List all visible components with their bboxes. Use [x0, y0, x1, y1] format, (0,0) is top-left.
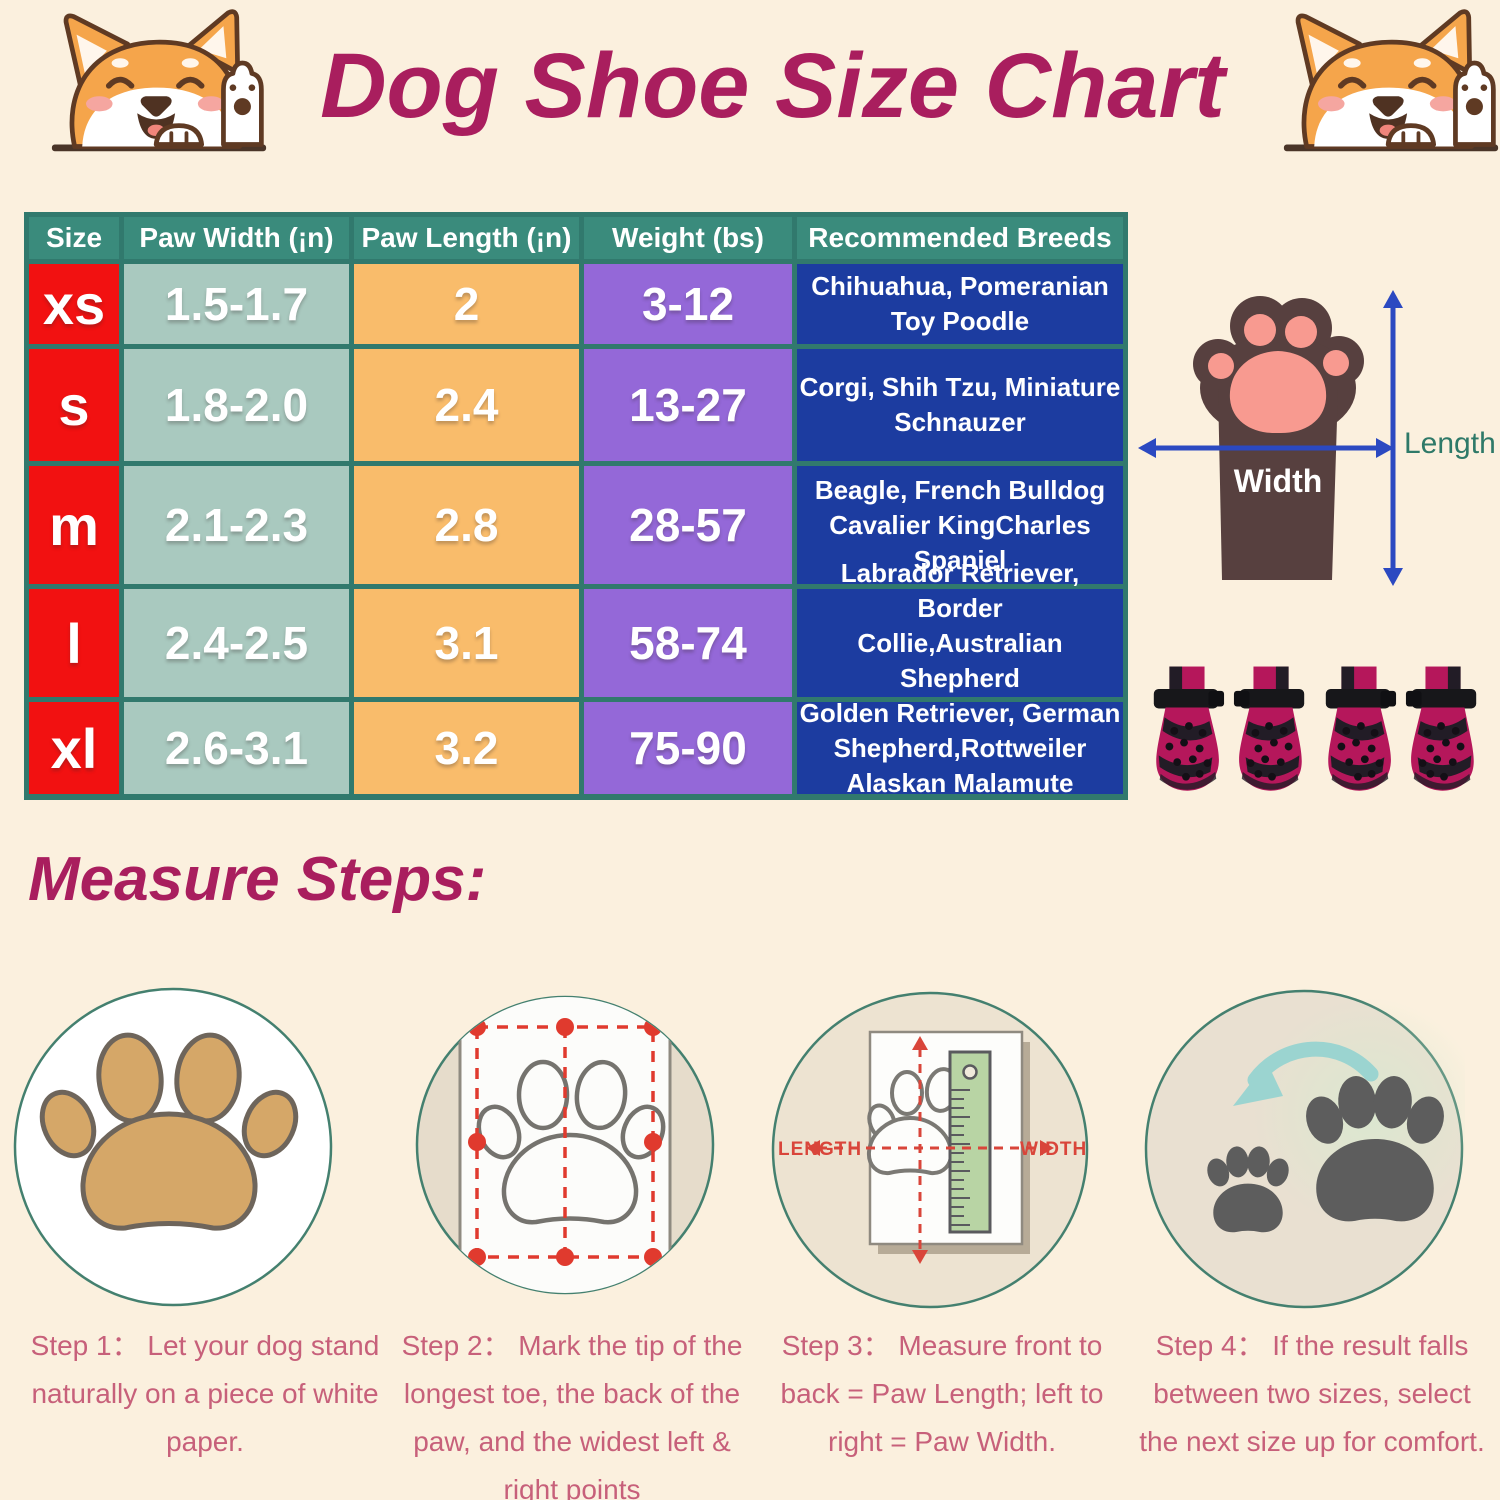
dog-shoe-icon	[1153, 666, 1225, 791]
paw-silhouette	[1193, 296, 1364, 580]
corgi-mascot-icon	[51, 9, 267, 152]
paw-pads	[1208, 314, 1349, 434]
header-paw-length: Paw Length (¡n)	[354, 217, 579, 259]
cell-m-length: 2.8	[354, 466, 579, 584]
cell-l-size: l	[29, 589, 119, 697]
length-label: Length	[1404, 427, 1496, 460]
step3-width-label: WIDTH	[1020, 1139, 1087, 1160]
cell-s-size: s	[29, 349, 119, 461]
cell-xl-length: 3.2	[354, 702, 579, 794]
dog-shoes-photo	[1146, 662, 1494, 796]
cell-s-weight: 13-27	[584, 349, 792, 461]
cell-s-breeds: Corgi, Shih Tzu, Miniature Schnauzer	[797, 349, 1123, 461]
size-chart-table: Size Paw Width (¡n) Paw Length (¡n) Weig…	[24, 212, 1128, 800]
cell-m-breeds: Beagle, French Bulldog Cavalier KingChar…	[797, 466, 1123, 584]
step2-caption: Step 2： Mark the tip of the longest toe,…	[401, 1330, 743, 1500]
two-paws-icon	[1144, 989, 1465, 1309]
curved-arrow-icon	[1233, 1062, 1283, 1106]
dog-shoe-icon	[1325, 666, 1397, 791]
corgi-mascot-icon	[1282, 6, 1500, 158]
length-arrow	[1383, 290, 1403, 586]
step4-caption: Step 4： If the result falls between two …	[1139, 1330, 1485, 1457]
header-size: Size	[29, 217, 119, 259]
cell-xl-breeds: Golden Retriever, German Shepherd,Rottwe…	[797, 698, 1123, 798]
cell-l-width: 2.4-2.5	[124, 589, 349, 697]
step3-length-label: LENGTH	[778, 1139, 862, 1160]
cell-xs-length: 2	[354, 264, 579, 344]
width-label: Width	[1234, 463, 1323, 499]
dog-shoe-icon	[1233, 666, 1305, 791]
cell-m-weight: 28-57	[584, 466, 792, 584]
cell-l-breeds: Labrador Retriever, Border Collie,Austra…	[797, 558, 1123, 728]
ruler-paw-icon: LENGTH WIDTH	[771, 991, 1089, 1309]
marked-paw-icon	[415, 995, 715, 1295]
cell-xs-size: xs	[29, 264, 119, 344]
page-title: Dog Shoe Size Chart	[320, 35, 1225, 137]
cell-xs-width: 1.5-1.7	[124, 264, 349, 344]
cell-m-size: m	[29, 466, 119, 584]
cell-s-length: 2.4	[354, 349, 579, 461]
step3-caption: Step 3： Measure front to back = Paw Leng…	[780, 1330, 1104, 1457]
cell-l-weight: 58-74	[584, 589, 792, 697]
cell-l-length: 3.1	[354, 589, 579, 697]
header-paw-width: Paw Width (¡n)	[124, 217, 349, 259]
paw-print-icon	[13, 987, 333, 1307]
cell-xs-breeds: Chihuahua, Pomeranian Toy Poodle	[797, 264, 1123, 344]
header-weight: Weight (bs)	[584, 217, 792, 259]
header-breeds: Recommended Breeds	[797, 217, 1123, 259]
dog-shoe-icon	[1405, 666, 1477, 791]
cell-xl-size: xl	[29, 702, 119, 794]
step1-caption: Step 1： Let your dog stand naturally on …	[30, 1330, 380, 1457]
cell-m-width: 2.1-2.3	[124, 466, 349, 584]
measure-steps-heading: Measure Steps:	[28, 845, 487, 914]
cell-s-width: 1.8-2.0	[124, 349, 349, 461]
width-arrow	[1138, 438, 1394, 458]
cell-xs-weight: 3-12	[584, 264, 792, 344]
paw-measure-diagram: Width Length	[1138, 290, 1496, 586]
cell-xl-weight: 75-90	[584, 702, 792, 794]
cell-xl-width: 2.6-3.1	[124, 702, 349, 794]
